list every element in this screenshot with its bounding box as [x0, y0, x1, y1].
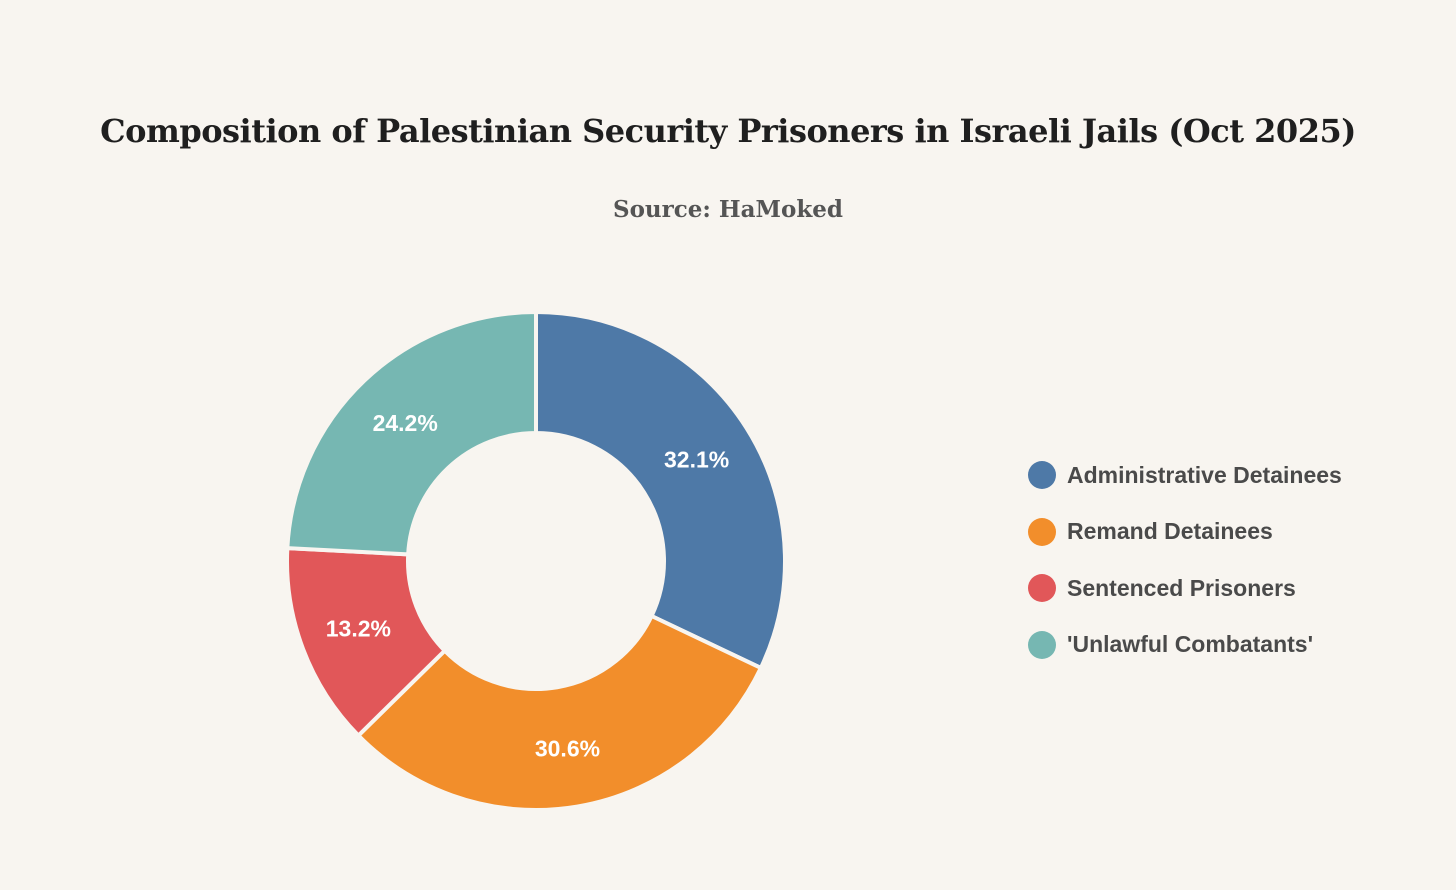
legend: Administrative Detainees Remand Detainee…	[1028, 458, 1342, 684]
legend-label: 'Unlawful Combatants'	[1067, 631, 1314, 657]
legend-item-remand[interactable]: Remand Detainees	[1028, 515, 1342, 549]
chart-title: Composition of Palestinian Security Pris…	[100, 112, 1356, 150]
legend-swatch-icon	[1028, 574, 1056, 602]
legend-label: Administrative Detainees	[1067, 461, 1342, 488]
donut-slice-1[interactable]	[355, 613, 764, 812]
slice-value-label-3: 24.2%	[373, 410, 438, 436]
chart-subtitle: Source: HaMoked	[612, 196, 843, 223]
slice-value-label-2: 13.2%	[326, 615, 391, 641]
legend-item-sentenced[interactable]: Sentenced Prisoners	[1028, 571, 1342, 605]
legend-label: Sentenced Prisoners	[1067, 574, 1296, 601]
donut-slice-3[interactable]	[285, 309, 538, 557]
donut-slice-0[interactable]	[534, 309, 787, 671]
legend-label: Remand Detainees	[1067, 518, 1273, 544]
legend-swatch-icon	[1028, 630, 1056, 659]
legend-swatch-icon	[1028, 461, 1056, 489]
legend-swatch-icon	[1028, 517, 1056, 546]
slice-value-label-1: 30.6%	[535, 735, 600, 761]
slice-value-label-0: 32.1%	[664, 447, 729, 473]
legend-item-unlawful-combatants[interactable]: 'Unlawful Combatants'	[1028, 628, 1342, 662]
legend-item-administrative[interactable]: Administrative Detainees	[1028, 458, 1342, 492]
